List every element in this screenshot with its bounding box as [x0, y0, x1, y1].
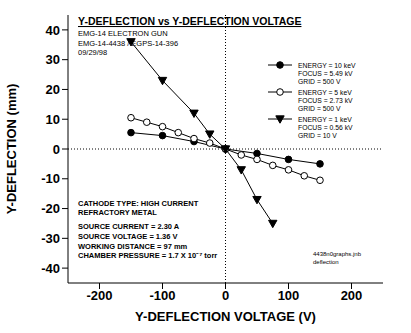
- svg-text:GRID = 10 V: GRID = 10 V: [298, 132, 337, 139]
- svg-text:EMG-14-4438 / EGPS-14-396: EMG-14-4438 / EGPS-14-396: [78, 39, 178, 48]
- svg-text:GRID = 500 V: GRID = 500 V: [298, 78, 341, 85]
- svg-text:100: 100: [278, 288, 300, 303]
- svg-text:deflection: deflection: [313, 259, 339, 265]
- svg-text:-100: -100: [149, 288, 175, 303]
- svg-text:10: 10: [46, 112, 60, 127]
- svg-text:-10: -10: [41, 171, 60, 186]
- svg-text:SOURCE CURRENT = 2.30 A: SOURCE CURRENT = 2.30 A: [78, 222, 180, 231]
- svg-text:4438n0graphs.jnb: 4438n0graphs.jnb: [313, 251, 362, 257]
- svg-text:200: 200: [341, 288, 363, 303]
- svg-text:FOCUS = 0.56 kV: FOCUS = 0.56 kV: [298, 124, 353, 131]
- svg-text:-200: -200: [86, 288, 112, 303]
- svg-text:CHAMBER PRESSURE = 1.7 X 10⁻⁷: CHAMBER PRESSURE = 1.7 X 10⁻⁷ torr: [78, 251, 217, 260]
- svg-text:-40: -40: [41, 261, 60, 276]
- svg-text:Y-DEFLECTION vs Y-DEFLECTION V: Y-DEFLECTION vs Y-DEFLECTION VOLTAGE: [78, 15, 301, 27]
- svg-text:FOCUS = 5.49 kV: FOCUS = 5.49 kV: [298, 70, 353, 77]
- svg-text:09/29/98: 09/29/98: [78, 48, 107, 57]
- svg-text:0: 0: [53, 142, 60, 157]
- svg-text:0: 0: [222, 288, 229, 303]
- svg-text:REFRACTORY METAL: REFRACTORY METAL: [78, 208, 157, 217]
- svg-text:-30: -30: [41, 231, 60, 246]
- svg-text:EMG-14 ELECTRON GUN: EMG-14 ELECTRON GUN: [78, 29, 168, 38]
- svg-text:FOCUS = 2.73 kV: FOCUS = 2.73 kV: [298, 97, 353, 104]
- svg-text:40: 40: [46, 23, 60, 38]
- svg-text:ENERGY = 1 keV: ENERGY = 1 keV: [298, 116, 352, 123]
- svg-text:CATHODE TYPE: HIGH CURRENT: CATHODE TYPE: HIGH CURRENT: [78, 199, 199, 208]
- svg-text:WORKING DISTANCE = 97 mm: WORKING DISTANCE = 97 mm: [78, 242, 188, 251]
- svg-text:ENERGY = 5 keV: ENERGY = 5 keV: [298, 89, 352, 96]
- svg-text:20: 20: [46, 82, 60, 97]
- svg-text:Y-DEFLECTION VOLTAGE (V): Y-DEFLECTION VOLTAGE (V): [135, 309, 316, 324]
- svg-text:-20: -20: [41, 201, 60, 216]
- svg-text:ENERGY = 10 keV: ENERGY = 10 keV: [298, 62, 356, 69]
- svg-text:SOURCE VOLTAGE = 1.36 V: SOURCE VOLTAGE = 1.36 V: [78, 232, 178, 241]
- svg-text:GRID = 500 V: GRID = 500 V: [298, 105, 341, 112]
- svg-text:30: 30: [46, 52, 60, 67]
- svg-text:Y-DEFLECTION (mm): Y-DEFLECTION (mm): [8, 84, 19, 215]
